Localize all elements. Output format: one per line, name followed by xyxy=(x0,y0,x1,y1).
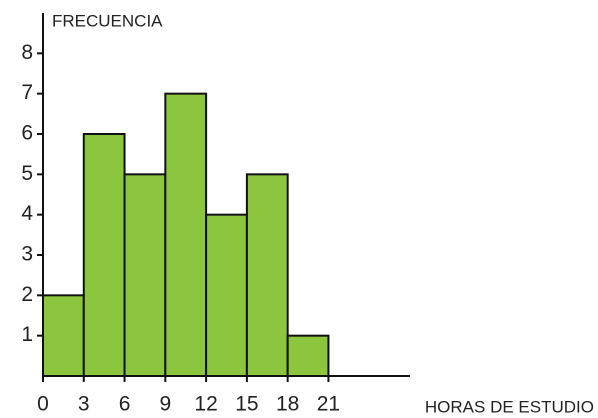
y-axis-label: FRECUENCIA xyxy=(52,11,163,30)
x-axis-label: HORAS DE ESTUDIO xyxy=(425,397,594,416)
bar xyxy=(82,133,126,377)
y-tick-label: 4 xyxy=(21,202,33,225)
y-tick-label: 8 xyxy=(21,41,33,64)
y-tick-label: 6 xyxy=(21,122,33,145)
x-tick-label: 18 xyxy=(276,393,299,416)
y-tick-label: 2 xyxy=(21,283,33,306)
y-tick-label: 1 xyxy=(21,323,33,346)
bar xyxy=(164,92,208,378)
bar xyxy=(42,294,85,378)
y-tick-label: 7 xyxy=(21,81,33,104)
y-tick-label: 3 xyxy=(21,243,33,266)
x-tick-label: 12 xyxy=(194,393,217,416)
x-tick-label: 6 xyxy=(119,393,131,416)
x-tick-label: 3 xyxy=(78,393,90,416)
x-tick-label: 15 xyxy=(235,393,258,416)
bar xyxy=(123,173,167,377)
bar xyxy=(286,334,330,377)
x-tick-label: 21 xyxy=(317,393,340,416)
bar xyxy=(245,173,289,377)
x-tick-label: 9 xyxy=(159,393,171,416)
y-tick-label: 5 xyxy=(21,162,33,185)
x-tick-label: 0 xyxy=(37,393,49,416)
bar xyxy=(205,213,248,377)
